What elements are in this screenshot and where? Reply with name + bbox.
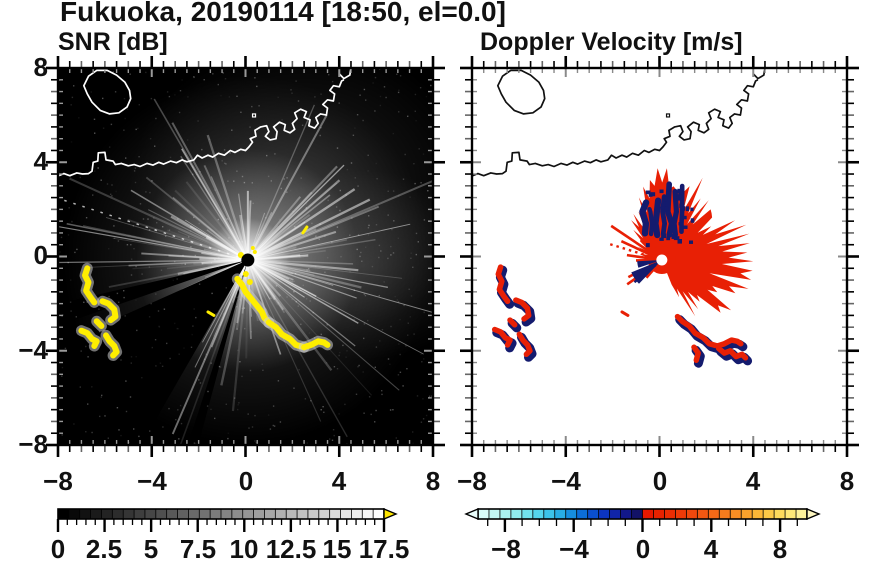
xtick-label: −8 [457, 466, 487, 496]
xtick-label: 8 [839, 466, 855, 496]
velocity-panel-title: Doppler Velocity [m/s] [480, 28, 743, 56]
xtick-label: −8 [43, 466, 73, 496]
xtick-label: 8 [425, 466, 441, 496]
snr-panel-title: SNR [dB] [58, 28, 168, 56]
ytick-label: 0 [33, 240, 48, 270]
ytick-label: −8 [18, 429, 48, 459]
velocity-colorbar [464, 507, 821, 532]
snr-cbar-label: 15 [322, 534, 352, 564]
snr-cbar-label: 2.5 [85, 534, 123, 564]
vel-cbar-label: 4 [703, 534, 719, 564]
snr-cbar-label: 17.5 [358, 534, 410, 564]
snr-cbar-label: 10 [229, 534, 259, 564]
xtick-label: 0 [652, 466, 668, 496]
figure-title: Fukuoka, 20190114 [18:50, el=0.0] [60, 0, 506, 27]
velocity-panel [472, 68, 847, 445]
snr-cbar-label: 7.5 [179, 534, 217, 564]
xtick-label: 4 [331, 466, 347, 496]
vel-cbar-label: 0 [635, 534, 651, 564]
vel-cbar-label: 8 [772, 534, 788, 564]
vel-cbar-label: −4 [559, 534, 589, 564]
snr-colorbar [56, 507, 398, 532]
snr-cbar-label: 12.5 [265, 534, 317, 564]
snr-cbar-label: 5 [143, 534, 159, 564]
snr-panel [58, 68, 433, 445]
xtick-label: 0 [238, 466, 254, 496]
vel-cbar-label: −8 [491, 534, 521, 564]
ytick-label: −4 [18, 335, 48, 365]
xtick-label: 4 [745, 466, 761, 496]
ytick-label: 8 [33, 52, 48, 82]
xtick-label: −4 [137, 466, 167, 496]
ytick-label: 4 [33, 146, 48, 176]
xtick-label: −4 [551, 466, 581, 496]
snr-cbar-label: 0 [50, 534, 66, 564]
